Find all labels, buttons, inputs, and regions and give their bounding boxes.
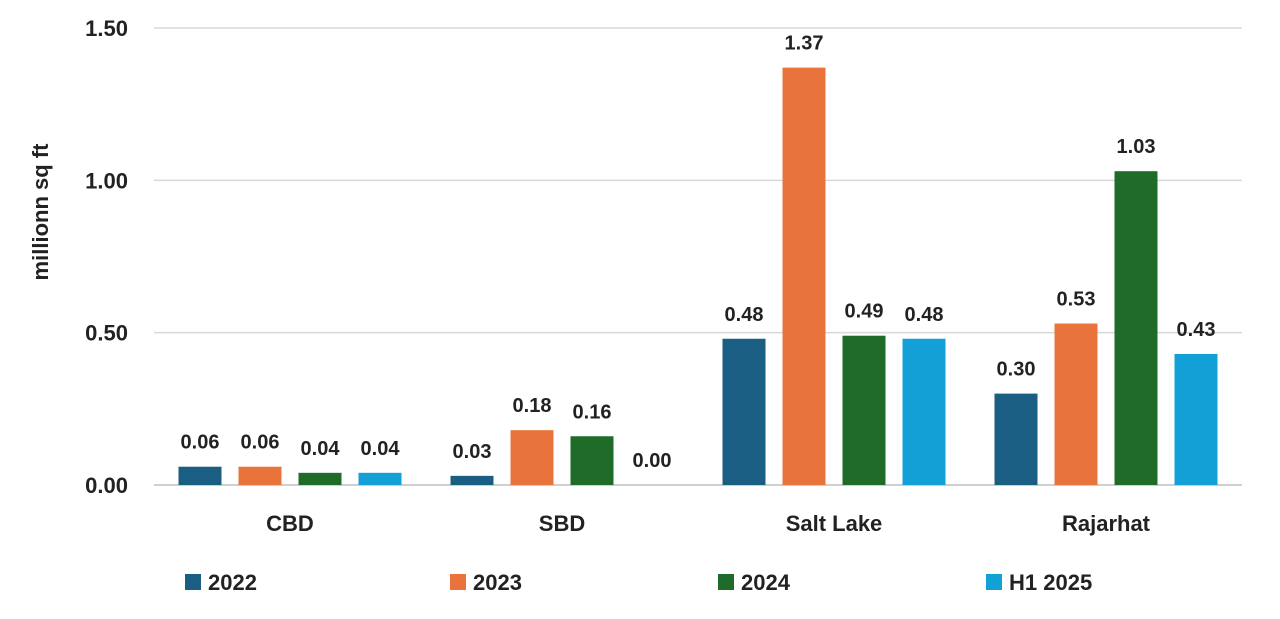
x-category-label: Rajarhat xyxy=(1062,511,1151,536)
data-label: 0.16 xyxy=(573,401,612,423)
legend-item: 2023 xyxy=(450,570,522,595)
bar xyxy=(782,67,826,486)
bar xyxy=(1054,323,1098,485)
data-label: 0.48 xyxy=(725,304,764,326)
bar xyxy=(842,335,886,485)
data-label: 0.53 xyxy=(1057,289,1096,311)
data-label: 0.06 xyxy=(241,432,280,454)
y-tick-label: 0.50 xyxy=(85,321,128,346)
data-label: 0.30 xyxy=(997,359,1036,381)
data-label: 0.48 xyxy=(905,304,944,326)
legend-item: 2022 xyxy=(185,570,257,595)
bar xyxy=(570,436,614,485)
data-label: 0.00 xyxy=(633,450,672,472)
legend-swatch xyxy=(718,574,734,590)
data-label: 0.06 xyxy=(181,432,220,454)
legend-swatch xyxy=(986,574,1002,590)
data-labels: 0.06 0.06 0.04 0.04 0.03 0.18 0.16 0.00 0.48 1.37… xyxy=(181,33,1216,472)
data-label: 0.49 xyxy=(845,301,884,323)
bar xyxy=(178,466,222,485)
legend-swatch xyxy=(450,574,466,590)
legend-item: 2024 xyxy=(718,570,791,595)
bar xyxy=(722,338,766,485)
y-tick-label: 1.50 xyxy=(85,16,128,41)
data-label: 1.03 xyxy=(1117,136,1156,158)
data-label: 0.04 xyxy=(361,438,401,460)
data-label: 0.03 xyxy=(453,441,492,463)
legend-label: 2024 xyxy=(741,570,791,595)
bar xyxy=(298,472,342,485)
data-label: 1.37 xyxy=(785,33,824,55)
bar xyxy=(902,338,946,485)
bar xyxy=(450,475,494,485)
legend-swatch xyxy=(185,574,201,590)
legend-label: 2023 xyxy=(473,570,522,595)
data-label: 0.18 xyxy=(513,395,552,417)
bar xyxy=(510,430,554,485)
data-label: 0.04 xyxy=(301,438,341,460)
legend: 2022 2023 2024 H1 2025 xyxy=(185,570,1092,595)
bar xyxy=(358,472,402,485)
bars xyxy=(178,67,1218,486)
y-tick-label: 0.00 xyxy=(85,473,128,498)
legend-item: H1 2025 xyxy=(986,570,1092,595)
bar xyxy=(1114,171,1158,485)
y-tick-label: 1.00 xyxy=(85,168,128,193)
x-category-label: CBD xyxy=(266,511,314,536)
bar xyxy=(238,466,282,485)
y-axis-title: millionn sq ft xyxy=(28,143,53,281)
bar xyxy=(1174,353,1218,485)
bar xyxy=(994,393,1038,485)
legend-label: 2022 xyxy=(208,570,257,595)
x-axis: CBD SBD Salt Lake Rajarhat xyxy=(266,511,1151,536)
x-category-label: Salt Lake xyxy=(786,511,883,536)
y-axis: 0.00 0.50 1.00 1.50 xyxy=(85,16,128,498)
x-category-label: SBD xyxy=(539,511,585,536)
legend-label: H1 2025 xyxy=(1009,570,1092,595)
data-label: 0.43 xyxy=(1177,319,1216,341)
